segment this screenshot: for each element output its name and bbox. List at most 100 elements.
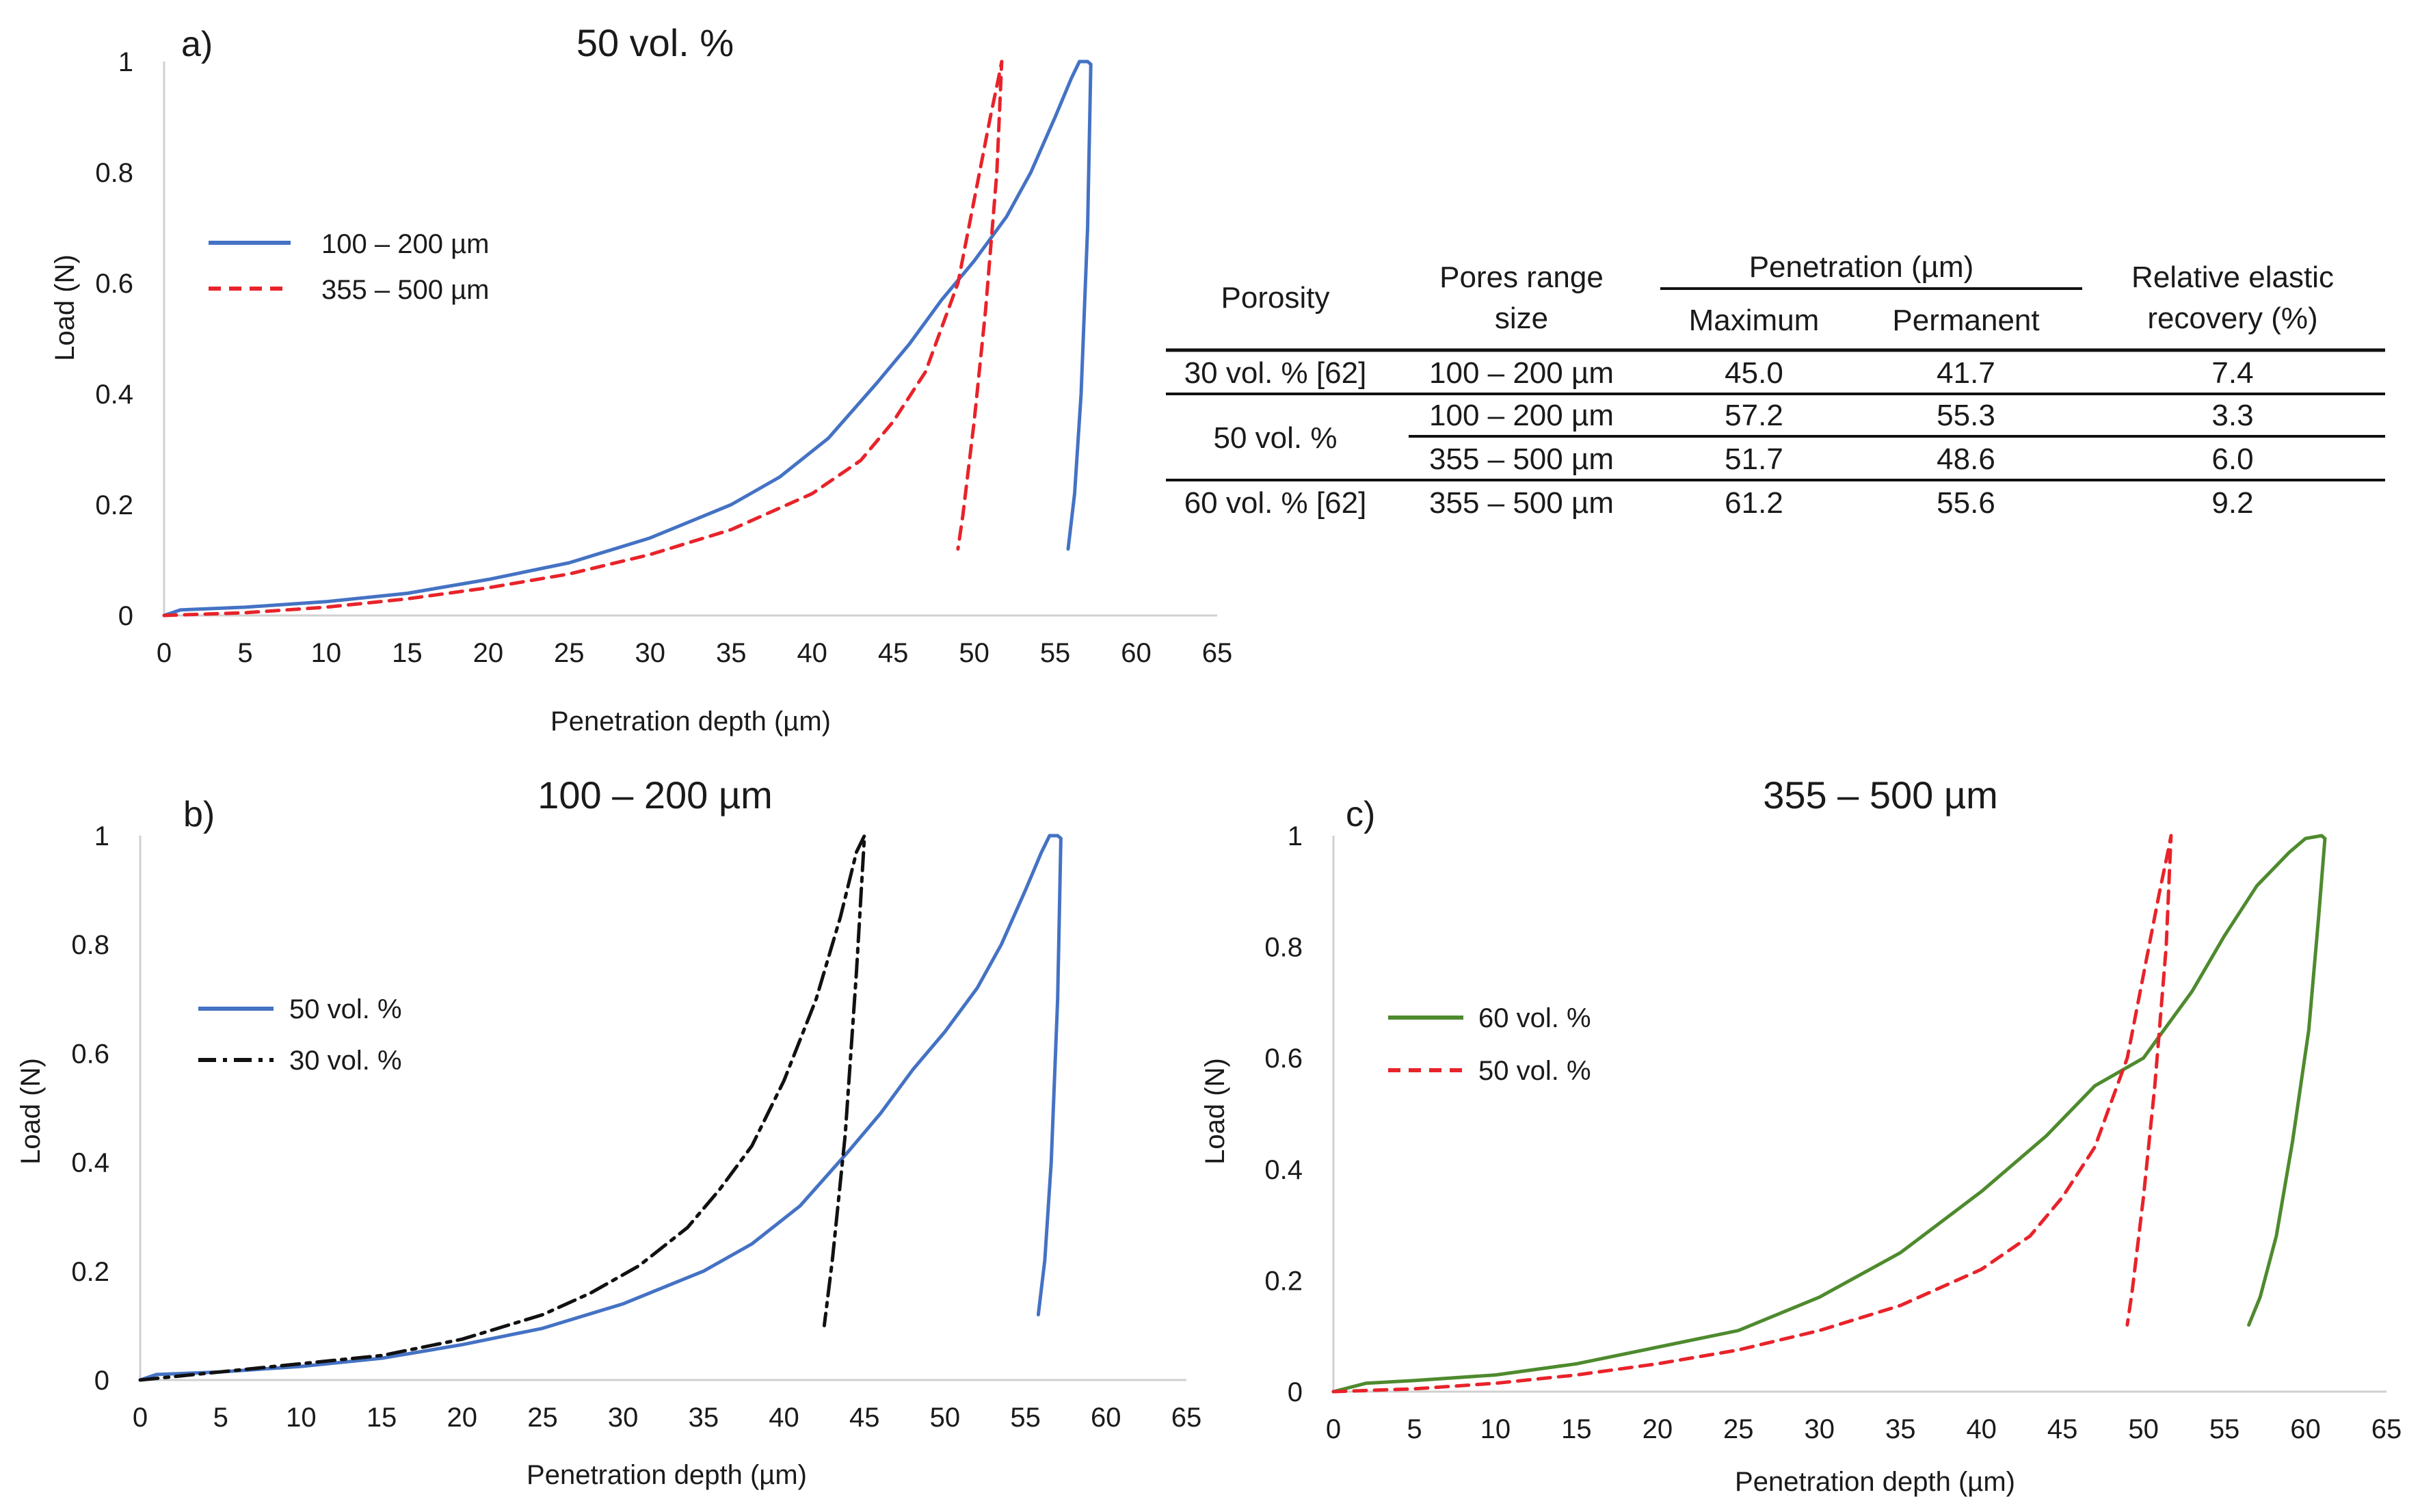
y-tick-label: 0.6 [1264,1044,1303,1074]
x-tick-label: 5 [213,1403,228,1433]
legend-label-a-0: 100 – 200 µm [321,229,489,259]
table-cell-maximum: 57.2 [1725,399,1783,432]
table-cell-porosity: 30 vol. % [62] [1184,356,1367,390]
x-tick-label: 45 [849,1403,880,1433]
x-tick-label: 35 [689,1403,719,1433]
table-header-rer-line2: recovery (%) [2147,302,2317,335]
table-row: 50 vol. % 100 – 200 µm 57.2 55.3 3.3 [1214,399,2254,455]
table-cell-porosity: 50 vol. % [1214,421,1338,455]
chart-b: b) 100 – 200 µm 0 0.2 0.4 0.6 0.8 1 0 5 10 15 20 2… [16,773,1201,1490]
table-cell-size: 355 – 500 µm [1429,486,1614,520]
y-tick-label: 1 [1288,821,1303,851]
y-tick-label: 1 [118,47,133,77]
x-tick-label: 5 [1407,1414,1422,1444]
chart-title-b: 100 – 200 µm [537,773,773,817]
x-tick-label: 15 [392,638,423,668]
data-table: Porosity Pores range size Penetration (µ… [1166,250,2385,520]
table-cell-permanent: 55.3 [1937,399,1995,432]
x-tick-label: 65 [2371,1414,2402,1444]
table-cell-size: 100 – 200 µm [1429,356,1614,390]
legend-label-b-1: 30 vol. % [289,1046,402,1076]
series-line-c-0 [1331,834,2327,1394]
y-tick-label: 1 [94,821,109,851]
table-header-rer-line1: Relative elastic [2131,261,2334,294]
x-tick-label: 0 [1326,1414,1341,1444]
table-cell-maximum: 51.7 [1725,442,1783,476]
table-cell-recovery: 6.0 [2211,442,2253,476]
x-tick-label: 20 [473,638,504,668]
x-tick-label: 40 [1966,1414,1997,1444]
series-line-a-0 [162,59,1093,618]
x-tick-label: 15 [1561,1414,1592,1444]
chart-title-a: 50 vol. % [576,21,734,64]
series-line-a-1 [162,59,1004,618]
series-c [1331,834,2327,1394]
table-cell-porosity: 60 vol. % [62] [1184,486,1367,520]
y-axis-label-b: Load (N) [16,1058,46,1165]
series-b [138,834,1063,1382]
x-tick-label: 25 [554,638,585,668]
table-cell-recovery: 9.2 [2211,486,2253,520]
x-axis-label-a: Penetration depth (µm) [550,706,831,737]
series-line-b-0 [138,834,1063,1382]
y-tick-label: 0.6 [95,269,133,299]
y-tick-label: 0.2 [1264,1266,1303,1296]
table-cell-recovery: 3.3 [2211,399,2253,432]
table-row: 30 vol. % [62] 100 – 200 µm 45.0 41.7 7.… [1184,356,2254,390]
x-tick-label: 40 [797,638,827,668]
table-cell-permanent: 41.7 [1937,356,1995,390]
x-tick-label: 60 [1121,638,1152,668]
y-tick-labels-c: 0 0.2 0.4 0.6 0.8 1 [1264,821,1303,1407]
table-row: 355 – 500 µm 51.7 48.6 6.0 [1429,442,2254,476]
table-header-penetration: Penetration (µm) [1749,250,1974,284]
y-axis-label-a: Load (N) [50,254,80,361]
chart-title-c: 355 – 500 µm [1763,773,1998,817]
x-tick-label: 0 [133,1403,148,1433]
y-tick-label: 0.8 [95,158,133,188]
x-tick-label: 10 [1480,1414,1511,1444]
table-header-pores-line2: size [1495,302,1548,335]
x-tick-label: 25 [527,1403,558,1433]
y-tick-label: 0.8 [71,930,109,960]
legend-label-a-1: 355 – 500 µm [321,275,489,305]
x-tick-label: 60 [1091,1403,1121,1433]
x-tick-label: 5 [237,638,252,668]
table-cell-permanent: 55.6 [1937,486,1995,520]
x-tick-label: 55 [1040,638,1071,668]
y-tick-label: 0 [118,601,133,631]
y-axis-label-c: Load (N) [1200,1058,1230,1165]
y-tick-label: 0 [1288,1377,1303,1407]
y-tick-label: 0.4 [95,380,133,410]
table-header-maximum: Maximum [1689,304,1820,337]
axes-b [139,836,1186,1381]
table-cell-recovery: 7.4 [2211,356,2253,390]
y-tick-label: 0.2 [71,1257,109,1287]
chart-a: a) 50 vol. % 0 0.2 0.4 0.6 0.8 1 0 5 10 15 20 25 30… [50,21,1232,737]
legend-label-c-1: 50 vol. % [1478,1056,1591,1086]
table-header-pores-line1: Pores range [1439,261,1604,294]
x-tick-label: 45 [878,638,909,668]
legend-a: 100 – 200 µm 355 – 500 µm [209,229,489,305]
x-tick-label: 55 [2209,1414,2240,1444]
table-cell-maximum: 61.2 [1725,486,1783,520]
x-tick-label: 50 [930,1403,961,1433]
y-tick-label: 0.2 [95,490,133,520]
x-tick-label: 25 [1723,1414,1754,1444]
x-tick-label: 30 [635,638,666,668]
x-tick-label: 30 [1805,1414,1835,1444]
legend-c: 60 vol. % 50 vol. % [1388,1003,1591,1086]
x-tick-label: 35 [1885,1414,1916,1444]
table-row: 60 vol. % [62] 355 – 500 µm 61.2 55.6 9.… [1184,486,2254,520]
x-tick-label: 65 [1171,1403,1202,1433]
panel-letter-a: a) [181,25,213,64]
table-cell-maximum: 45.0 [1725,356,1783,390]
x-axis-label-c: Penetration depth (µm) [1735,1467,2015,1497]
x-tick-label: 15 [367,1403,397,1433]
x-tick-label: 10 [311,638,342,668]
series-line-b-1 [138,834,866,1382]
y-tick-label: 0.4 [1264,1155,1303,1185]
table-cell-permanent: 48.6 [1937,442,1995,476]
x-tick-label: 45 [2047,1414,2078,1444]
table-cell-size: 100 – 200 µm [1429,399,1614,432]
